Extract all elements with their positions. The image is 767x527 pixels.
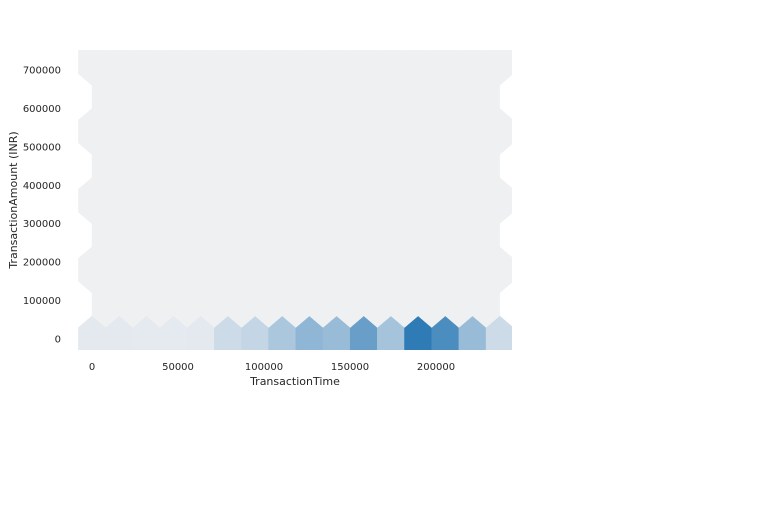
y-axis-label: TransactionAmount (INR) bbox=[7, 131, 20, 269]
y-tick-label: 700000 bbox=[23, 66, 61, 77]
y-tick-label: 600000 bbox=[23, 104, 61, 115]
x-tick-label: 0 bbox=[89, 362, 95, 373]
hexbin-cells bbox=[78, 50, 512, 350]
hex-cell bbox=[485, 50, 512, 86]
x-tick-label: 200000 bbox=[417, 362, 455, 373]
x-tick-label: 100000 bbox=[245, 362, 283, 373]
y-tick-label: 0 bbox=[55, 335, 61, 346]
x-axis-label: TransactionTime bbox=[249, 375, 340, 388]
y-tick-label: 100000 bbox=[23, 296, 61, 307]
y-tick-label: 200000 bbox=[23, 258, 61, 269]
x-axis-ticks: 0 50000 100000 150000 200000 bbox=[89, 362, 455, 373]
x-tick-label: 150000 bbox=[331, 362, 369, 373]
y-tick-label: 300000 bbox=[23, 219, 61, 230]
y-axis-ticks: 0 100000 200000 300000 400000 500000 600000 700… bbox=[23, 66, 61, 346]
y-tick-label: 400000 bbox=[23, 181, 61, 192]
x-tick-label: 50000 bbox=[162, 362, 194, 373]
y-tick-label: 500000 bbox=[23, 142, 61, 153]
